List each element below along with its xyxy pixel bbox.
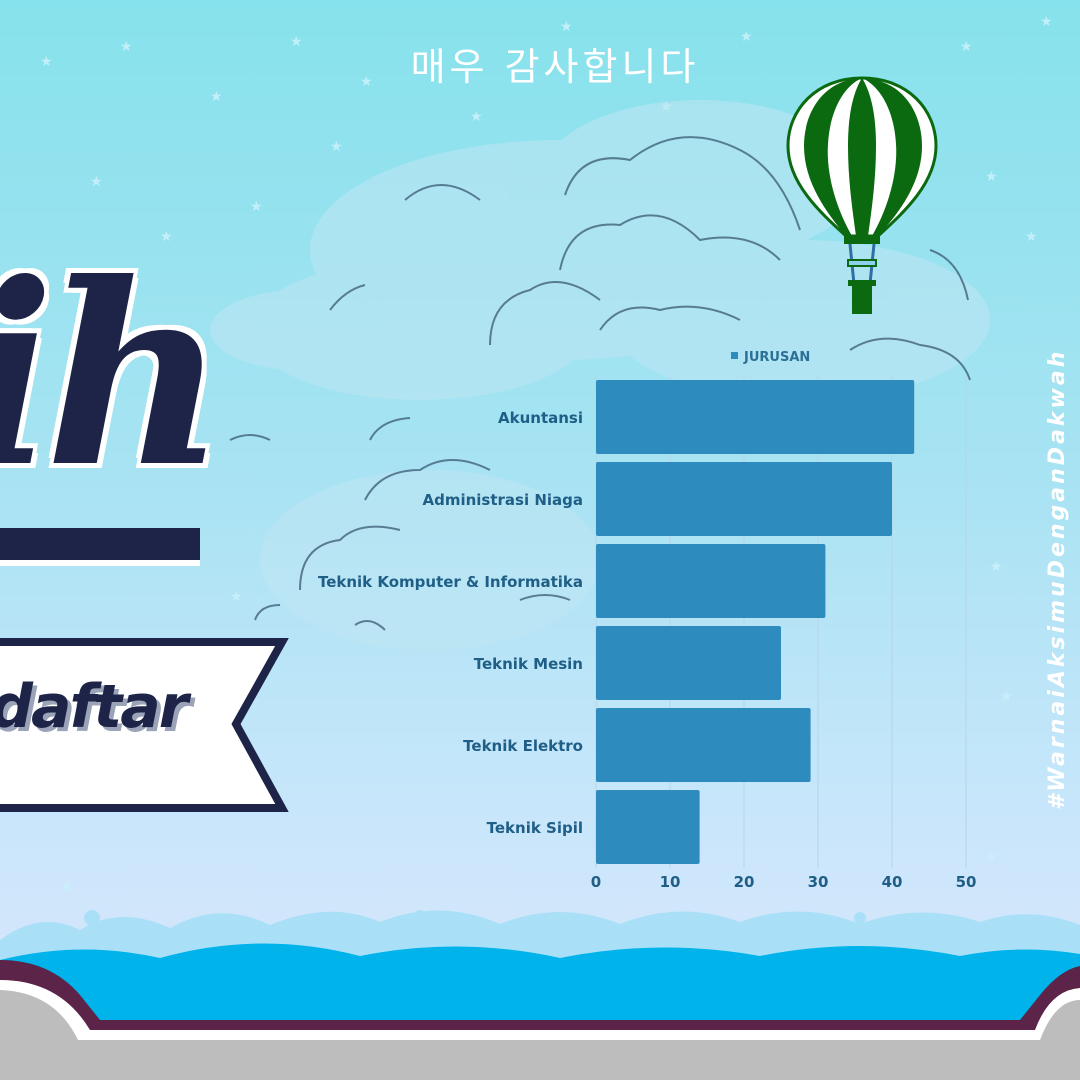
star-icon: ★: [290, 34, 303, 50]
x-tick-label: 40: [882, 873, 903, 891]
page-title: 매우 감사합니다: [410, 45, 700, 89]
star-icon: ★: [210, 89, 223, 105]
hashtag-text-container: #WarnaiAksimuDenganDakwah: [1030, 290, 1070, 810]
banner-text: daftar: [0, 672, 188, 742]
star-icon: ★: [1040, 14, 1053, 30]
hero-underline-bar: [0, 528, 200, 560]
star-icon: ★: [330, 139, 343, 155]
hero-word: ih: [0, 228, 227, 522]
star-icon: ★: [120, 39, 133, 55]
legend-label: JURUSAN: [743, 350, 810, 365]
star-icon: ★: [560, 19, 573, 35]
x-tick-label: 10: [660, 873, 681, 891]
x-tick-label: 20: [734, 873, 755, 891]
category-label: Teknik Mesin: [474, 655, 583, 673]
category-label: Teknik Elektro: [463, 737, 583, 755]
star-icon: ★: [985, 849, 998, 865]
hashtag-text: #WarnaiAksimuDenganDakwah: [1045, 348, 1070, 810]
x-tick-label: 30: [808, 873, 829, 891]
bar: [596, 462, 892, 536]
star-icon: ★: [990, 559, 1003, 575]
star-icon: ★: [360, 74, 373, 90]
star-icon: ★: [250, 199, 263, 215]
star-icon: ★: [230, 589, 243, 605]
bar: [596, 626, 781, 700]
legend-swatch: [731, 352, 738, 359]
star-icon: ★: [60, 879, 73, 895]
x-tick-label: 0: [591, 873, 601, 891]
bar: [596, 790, 700, 864]
category-label: Akuntansi: [498, 409, 583, 427]
bar: [596, 544, 826, 618]
star-icon: ★: [1025, 229, 1038, 245]
star-icon: ★: [985, 169, 998, 185]
star-icon: ★: [960, 39, 973, 55]
star-icon: ★: [740, 29, 753, 45]
star-icon: ★: [470, 109, 483, 125]
bar: [596, 708, 811, 782]
star-icon: ★: [1000, 689, 1013, 705]
category-label: Administrasi Niaga: [422, 491, 583, 509]
star-icon: ★: [160, 229, 173, 245]
bar: [596, 380, 915, 454]
category-label: Teknik Sipil: [487, 819, 583, 837]
hot-air-balloon-icon: [786, 76, 938, 314]
ribbon-banner: [0, 638, 289, 812]
star-icon: ★: [40, 54, 53, 70]
x-tick-label: 50: [956, 873, 977, 891]
wave-footer: [0, 910, 1080, 1080]
star-icon: ★: [90, 174, 103, 190]
category-label: Teknik Komputer & Informatika: [318, 573, 583, 591]
